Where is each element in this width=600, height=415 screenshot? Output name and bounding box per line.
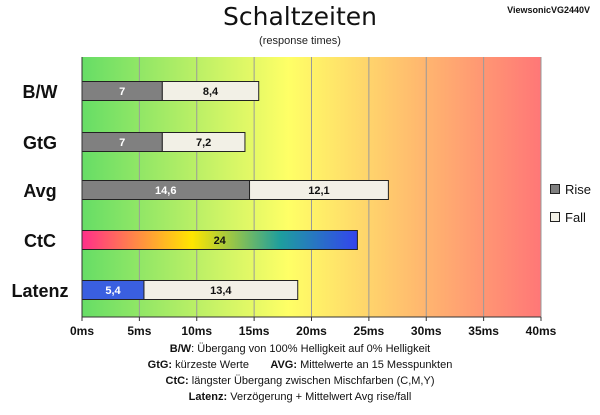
bar-fall bbox=[161, 132, 246, 152]
footer-key-avg: AVG: bbox=[270, 359, 298, 371]
legend-label-fall: Fall bbox=[565, 209, 586, 225]
footer-line-latenz: Latenz: Verzögerung + Mittelwert Avg ris… bbox=[0, 389, 600, 405]
bar-fall-label: 12,1 bbox=[308, 185, 329, 197]
bar-rise-label: 7 bbox=[119, 86, 125, 98]
x-tick-label: 10ms bbox=[181, 324, 212, 338]
x-tick-label: 40ms bbox=[526, 324, 557, 338]
chart-legend: Rise Fall bbox=[550, 180, 600, 236]
x-tick-label: 30ms bbox=[411, 324, 442, 338]
legend-item-fall: Fall bbox=[550, 208, 600, 226]
footer-line-gtg-avg: GtG: kürzeste Werte AVG: Mittelwerte an … bbox=[0, 357, 600, 373]
category-label: B/W bbox=[23, 82, 58, 102]
legend-label-rise: Rise bbox=[565, 181, 592, 197]
legend-item-rise: Rise bbox=[550, 180, 600, 198]
footer-text-latenz: Verzögerung + Mittelwert Avg rise/fall bbox=[227, 391, 412, 403]
chart-title: Schaltzeiten bbox=[222, 2, 377, 31]
category-label: GtG bbox=[23, 133, 57, 153]
bar-rise-label: 7 bbox=[119, 137, 125, 149]
footer-key-latenz: Latenz: bbox=[188, 391, 228, 403]
x-tick-label: 5ms bbox=[127, 324, 151, 338]
chart-footer-notes: B/W: Übergang von 100% Helligkeit auf 0%… bbox=[0, 341, 600, 405]
footer-text-gtg: kürzeste Werte bbox=[172, 359, 249, 371]
footer-text-bw: : Übergang von 100% Helligkeit auf 0% He… bbox=[191, 343, 431, 355]
footer-line-bw: B/W: Übergang von 100% Helligkeit auf 0%… bbox=[0, 341, 600, 357]
x-tick-label: 0ms bbox=[70, 324, 94, 338]
bar-fall bbox=[161, 81, 260, 101]
bar-fall-label: 13,4 bbox=[210, 285, 232, 297]
x-tick-label: 15ms bbox=[239, 324, 270, 338]
category-label: Latenz bbox=[11, 281, 68, 301]
footer-key-ctc: CtC: bbox=[165, 375, 189, 387]
bar-rise-label: 5,4 bbox=[105, 285, 121, 297]
bar-fall-label: 8,4 bbox=[203, 86, 219, 98]
legend-swatch-fall bbox=[550, 212, 560, 222]
footer-text-ctc: längster Übergang zwischen Mischfarben (… bbox=[188, 375, 435, 387]
footer-text-avg: Mittelwerte an 15 Messpunkten bbox=[297, 359, 453, 371]
legend-swatch-rise bbox=[550, 184, 560, 194]
bar-fall bbox=[143, 280, 299, 300]
chart-subtitle: (response times) bbox=[259, 35, 341, 47]
monitor-model-label: ViewsonicVG2440V bbox=[507, 5, 590, 15]
x-tick-label: 20ms bbox=[296, 324, 327, 338]
footer-key-bw: B/W bbox=[169, 343, 192, 355]
category-label: Avg bbox=[23, 181, 56, 201]
category-label: CtC bbox=[24, 231, 56, 251]
bar-rise-label: 14,6 bbox=[155, 185, 176, 197]
bar-fall bbox=[249, 180, 389, 200]
footer-key-gtg: GtG: bbox=[147, 359, 173, 371]
bar-fall-label: 7,2 bbox=[196, 137, 211, 149]
x-tick-label: 25ms bbox=[354, 324, 385, 338]
footer-line-ctc: CtC: längster Übergang zwischen Mischfar… bbox=[0, 373, 600, 389]
bar-rise-label: 24 bbox=[214, 235, 227, 247]
x-tick-label: 35ms bbox=[468, 324, 499, 338]
